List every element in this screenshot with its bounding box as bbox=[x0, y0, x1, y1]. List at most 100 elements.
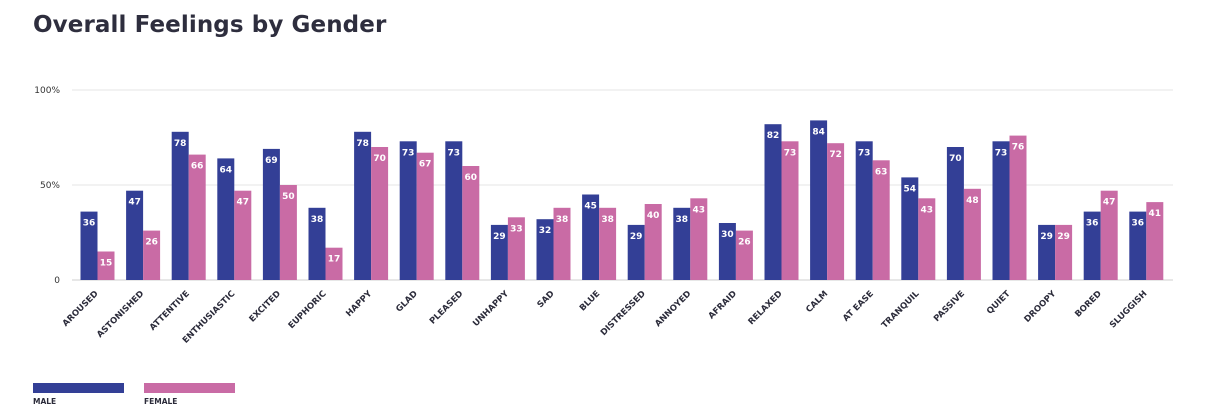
data-label-male: 69 bbox=[265, 156, 278, 166]
data-label-female: 38 bbox=[556, 215, 569, 225]
y-axis: 0 50% 100% bbox=[34, 86, 60, 286]
data-label-male: 32 bbox=[539, 226, 552, 236]
legend-swatch-male bbox=[33, 383, 124, 393]
data-label-male: 73 bbox=[402, 148, 415, 158]
chart-title: Overall Feelings by Gender bbox=[33, 12, 387, 38]
data-label-male: 78 bbox=[356, 139, 369, 149]
x-tick-label: HAPPY bbox=[344, 288, 375, 319]
data-label-female: 50 bbox=[282, 192, 295, 202]
y-tick-label: 100% bbox=[34, 86, 60, 96]
x-tick-label: TRANQUIL bbox=[880, 289, 922, 331]
data-label-female: 63 bbox=[875, 167, 888, 177]
x-tick-label: DROOPY bbox=[1023, 288, 1059, 324]
bar-male bbox=[490, 224, 508, 280]
bar-male bbox=[262, 148, 280, 280]
data-label-female: 66 bbox=[191, 162, 204, 172]
bar-male bbox=[627, 224, 645, 280]
data-label-male: 78 bbox=[174, 139, 187, 149]
data-label-male: 84 bbox=[812, 127, 825, 137]
bar-male bbox=[718, 223, 736, 280]
x-tick-label: UNHAPPY bbox=[471, 288, 511, 328]
x-tick-label: ASTONISHED bbox=[95, 289, 146, 340]
data-label-female: 60 bbox=[465, 173, 478, 183]
data-label-female: 26 bbox=[145, 238, 158, 248]
x-tick-label: EXCITED bbox=[248, 289, 283, 324]
data-label-female: 38 bbox=[601, 215, 614, 225]
data-label-female: 43 bbox=[921, 205, 934, 215]
data-label-female: 47 bbox=[237, 198, 250, 208]
data-label-male: 73 bbox=[995, 148, 1008, 158]
data-label-male: 36 bbox=[83, 219, 96, 229]
data-label-female: 33 bbox=[510, 224, 523, 234]
bar-male bbox=[582, 194, 600, 280]
x-tick-label: EUPHORIC bbox=[287, 289, 329, 331]
x-tick-label: SLUGGISH bbox=[1108, 289, 1149, 330]
bar-male bbox=[810, 120, 828, 281]
bar-female bbox=[827, 143, 845, 280]
x-tick-label: ATTENTIVE bbox=[148, 289, 192, 333]
data-label-male: 38 bbox=[676, 215, 689, 225]
bar-male bbox=[536, 219, 554, 280]
bar-male bbox=[901, 177, 919, 280]
bar-male bbox=[445, 141, 463, 280]
data-label-male: 29 bbox=[630, 232, 643, 242]
data-labels: 36 15 47 26 78 66 64 47 69 50 38 17 78 70 73 67 73 60 29 33… bbox=[83, 127, 1161, 268]
data-label-female: 15 bbox=[100, 259, 113, 269]
bar-male bbox=[992, 141, 1010, 280]
legend-label-male: MALE bbox=[33, 397, 56, 406]
data-label-female: 48 bbox=[966, 196, 979, 206]
data-label-female: 26 bbox=[738, 238, 751, 248]
data-label-male: 36 bbox=[1086, 219, 1099, 229]
data-label-female: 17 bbox=[328, 255, 341, 265]
data-label-male: 73 bbox=[448, 148, 461, 158]
data-label-male: 64 bbox=[220, 165, 233, 175]
bar-male bbox=[1083, 211, 1101, 280]
bar-male bbox=[126, 190, 144, 280]
bar-male bbox=[80, 211, 98, 280]
x-tick-label: ANNOYED bbox=[653, 289, 693, 329]
y-tick-label: 0 bbox=[54, 276, 60, 286]
bar-female bbox=[735, 230, 753, 280]
data-label-female: 73 bbox=[784, 148, 797, 158]
bar-female bbox=[553, 207, 571, 280]
bar-female bbox=[279, 185, 297, 280]
bar-female bbox=[781, 141, 799, 280]
data-label-female: 72 bbox=[829, 150, 842, 160]
bar-female bbox=[1009, 135, 1027, 280]
bar-female bbox=[507, 217, 525, 280]
bar-male bbox=[171, 131, 189, 280]
x-tick-label: AFRAID bbox=[707, 289, 739, 321]
bar-male bbox=[1038, 224, 1056, 280]
x-tick-label: BORED bbox=[1073, 289, 1103, 319]
data-label-female: 40 bbox=[647, 211, 660, 221]
x-tick-label: PLEASED bbox=[428, 289, 465, 326]
x-tick-label: QUIET bbox=[985, 289, 1013, 317]
bar-male bbox=[1129, 211, 1147, 280]
x-tick-label: RELAXED bbox=[747, 289, 785, 327]
bar-female bbox=[97, 251, 115, 280]
bar-male bbox=[354, 131, 372, 280]
data-label-female: 43 bbox=[693, 205, 706, 215]
data-label-male: 29 bbox=[493, 232, 506, 242]
legend-label-female: FEMALE bbox=[144, 397, 177, 406]
bar-male bbox=[855, 141, 873, 280]
bar-female bbox=[690, 198, 708, 280]
bar-female bbox=[462, 166, 480, 280]
bar-male bbox=[399, 141, 417, 280]
bar-female bbox=[143, 230, 161, 280]
bar-male bbox=[764, 124, 782, 280]
bar-female bbox=[416, 152, 434, 280]
bar-female bbox=[963, 188, 981, 280]
bar-female bbox=[1100, 190, 1118, 280]
x-tick-label: BLUE bbox=[578, 289, 602, 313]
bar-female bbox=[1146, 202, 1164, 280]
x-tick-label: SAD bbox=[536, 289, 557, 310]
data-label-female: 41 bbox=[1149, 209, 1162, 219]
data-label-male: 82 bbox=[767, 131, 780, 141]
x-tick-label: DISTRESSED bbox=[599, 289, 648, 338]
bar-female bbox=[644, 204, 662, 280]
data-label-male: 38 bbox=[311, 215, 324, 225]
x-tick-label: CALM bbox=[804, 289, 830, 315]
data-label-female: 76 bbox=[1012, 143, 1025, 153]
